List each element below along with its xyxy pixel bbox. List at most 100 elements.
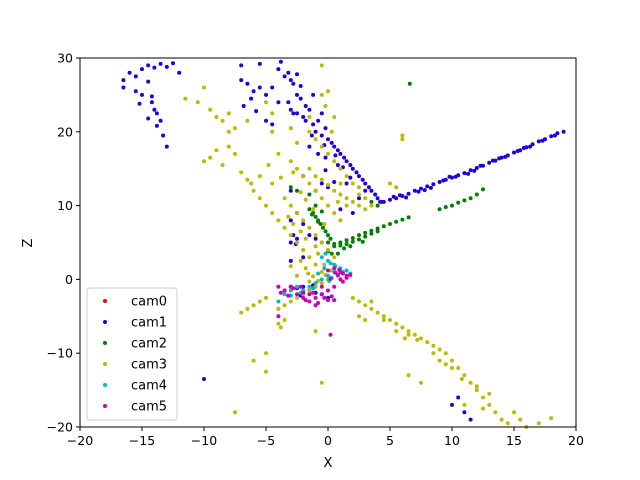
data-point <box>276 321 281 326</box>
data-point <box>326 137 330 142</box>
data-point <box>291 111 296 116</box>
data-point <box>357 237 361 242</box>
data-point <box>295 236 299 241</box>
data-point <box>474 384 479 389</box>
data-point <box>561 129 566 134</box>
data-point <box>342 246 347 251</box>
data-point <box>295 92 299 97</box>
data-point <box>158 61 163 66</box>
y-tick-label: 20 <box>57 124 73 139</box>
data-point <box>249 96 254 101</box>
data-point <box>288 126 293 131</box>
data-point <box>307 284 312 289</box>
data-point <box>400 133 405 138</box>
legend-marker <box>103 320 107 324</box>
data-point <box>257 174 262 179</box>
data-point <box>468 196 473 201</box>
legend-label: cam5 <box>131 400 167 415</box>
data-point <box>288 233 293 238</box>
data-point <box>357 203 361 208</box>
data-point <box>328 261 333 266</box>
data-point <box>276 314 281 319</box>
data-point <box>313 233 318 238</box>
data-point <box>133 89 138 94</box>
data-point <box>276 218 281 223</box>
data-point <box>338 218 343 223</box>
data-point <box>278 175 283 180</box>
data-point <box>276 306 281 311</box>
data-point <box>183 96 188 101</box>
y-axis-label: Z <box>21 238 36 247</box>
data-point <box>375 203 380 208</box>
data-point <box>313 129 318 134</box>
data-point <box>462 402 467 407</box>
data-point <box>512 410 516 415</box>
data-point <box>311 274 316 279</box>
legend-marker <box>103 383 107 387</box>
data-point <box>369 228 374 233</box>
data-point <box>307 207 312 212</box>
data-point <box>154 123 159 128</box>
data-point <box>270 85 275 90</box>
data-point <box>239 78 244 83</box>
data-point <box>298 284 303 289</box>
data-point <box>278 59 283 64</box>
data-point <box>357 192 361 197</box>
data-point <box>164 64 169 69</box>
data-point <box>313 174 318 179</box>
data-point <box>344 275 349 280</box>
data-point <box>323 155 328 160</box>
data-point <box>319 277 324 282</box>
legend-marker <box>103 341 107 345</box>
y-tick-label: 10 <box>57 198 73 213</box>
x-tick-label: 20 <box>568 433 584 448</box>
data-point <box>468 417 473 422</box>
data-point <box>233 151 237 156</box>
data-point <box>357 196 361 201</box>
data-point <box>388 181 392 186</box>
data-point <box>152 107 157 112</box>
legend-marker <box>103 362 107 366</box>
series-cam2 <box>288 81 485 256</box>
data-point <box>437 347 442 352</box>
data-point <box>369 203 374 208</box>
legend-marker <box>103 299 107 303</box>
data-point <box>288 258 293 263</box>
data-point <box>441 178 446 183</box>
data-point <box>270 211 275 215</box>
data-point <box>326 89 330 94</box>
data-point <box>332 255 337 260</box>
y-tick-label: 0 <box>65 272 73 287</box>
data-point <box>332 180 337 184</box>
data-point <box>140 67 144 72</box>
data-point <box>202 85 206 90</box>
data-point <box>329 294 334 299</box>
data-point <box>363 207 368 212</box>
data-point <box>276 151 281 156</box>
data-point <box>214 148 219 153</box>
data-point <box>319 255 324 260</box>
data-point <box>373 192 378 197</box>
data-point <box>481 395 485 400</box>
data-point <box>342 155 347 160</box>
data-point <box>357 185 361 190</box>
data-point <box>335 163 340 167</box>
data-point <box>394 185 399 190</box>
data-point <box>245 177 250 182</box>
data-point <box>220 163 225 167</box>
data-point <box>363 188 368 193</box>
data-point <box>301 115 306 119</box>
data-point <box>251 188 256 193</box>
data-point <box>416 189 421 194</box>
data-point <box>127 70 132 75</box>
data-point <box>298 229 303 234</box>
data-point <box>295 292 299 297</box>
data-point <box>329 140 334 145</box>
data-point <box>177 70 182 75</box>
data-point <box>462 198 467 203</box>
data-point <box>316 151 321 156</box>
data-point <box>344 203 349 208</box>
data-point <box>171 61 175 66</box>
data-point <box>298 84 303 88</box>
